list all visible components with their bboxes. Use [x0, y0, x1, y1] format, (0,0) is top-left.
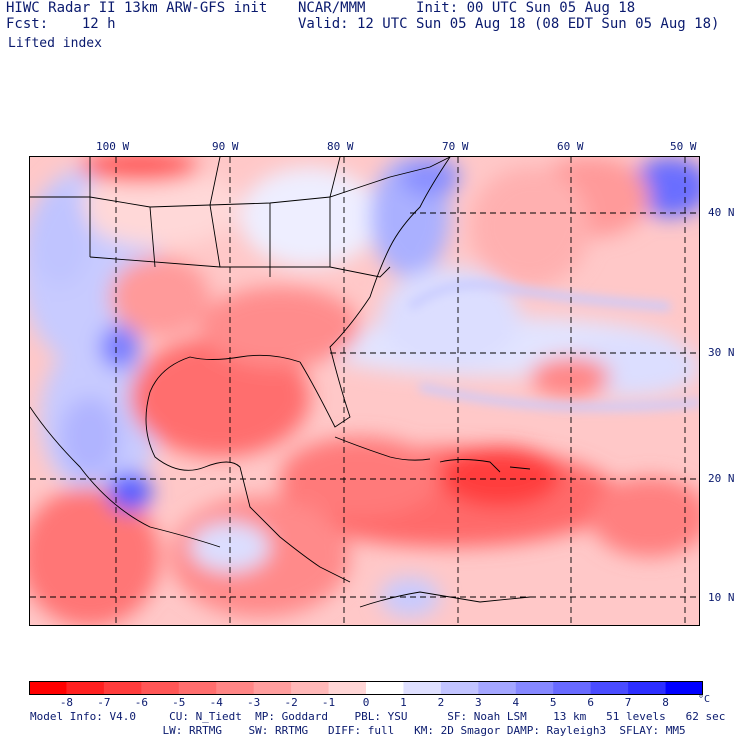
colorbar-tick-label: 1 [400, 696, 407, 709]
colorbar-swatch [141, 681, 180, 695]
colorbar-tick-label: 5 [549, 696, 557, 709]
colorbar-tick-label: 0 [362, 696, 370, 709]
colorbar-swatch [328, 681, 367, 695]
colorbar-swatch [103, 681, 142, 695]
colorbar-tick-label: 6 [587, 696, 594, 709]
colorbar-swatch [366, 681, 404, 695]
colorbar-swatch [216, 681, 255, 695]
lat-label-30n: 30 N [708, 346, 735, 359]
colorbar-tick-label: -3 [247, 696, 261, 709]
lat-label-10n: 10 N [708, 591, 735, 604]
atlantic-streaks [407, 280, 699, 411]
colorbar-swatch [665, 681, 703, 695]
colorbar-tick-label: -8 [59, 696, 74, 709]
lon-label-80w: 80 W [327, 140, 354, 153]
header-left: HIWC Radar II 13km ARW-GFS init Fcst: 12… [6, 0, 267, 32]
field-shading [30, 157, 699, 625]
colorbar-tick-label: -7 [97, 696, 111, 709]
model-info-line1: Model Info: V4.0 CU: N_Tiedt MP: Goddard… [30, 710, 726, 723]
colorbar-swatch [66, 681, 105, 695]
colorbar-tick-label: 2 [437, 696, 445, 709]
source-label: NCAR/MMM [298, 0, 366, 16]
colorbar-tick-label: -6 [134, 696, 148, 709]
colorbar-swatch [478, 681, 517, 695]
colorbar-swatch [515, 681, 554, 695]
valid-time: Valid: 12 UTC Sun 05 Aug 18 (08 EDT Sun … [298, 16, 720, 32]
lat-label-20n: 20 N [708, 472, 735, 485]
colorbar-swatch [253, 681, 292, 695]
lat-lon-grid [30, 157, 699, 625]
forecast-hour: Fcst: 12 h [6, 16, 116, 32]
lifted-index-map[interactable] [29, 156, 700, 626]
model-title: HIWC Radar II 13km ARW-GFS init [6, 0, 268, 16]
lon-label-50w: 50 W [670, 140, 697, 153]
colorbar-tick-label: 7 [624, 696, 632, 709]
init-time: Init: 00 UTC Sun 05 Aug 18 [416, 0, 636, 16]
colorbar-tick-label: 3 [475, 696, 482, 709]
model-info-line2: LW: RRTMG SW: RRTMG DIFF: full KM: 2D Sm… [30, 724, 686, 737]
colorbar-tick-label: -1 [321, 696, 336, 709]
colorbar-tick-label: -4 [209, 696, 223, 709]
colorbar-swatch [291, 681, 330, 695]
colorbar-swatch [553, 681, 592, 695]
colorbar-swatch [590, 681, 629, 695]
lon-label-60w: 60 W [557, 140, 584, 153]
lon-label-100w: 100 W [96, 140, 130, 153]
colorbar-unit: °C [698, 694, 711, 705]
colorbar-swatch [403, 681, 442, 695]
colorbar-tick-label: -5 [172, 696, 186, 709]
lon-label-70w: 70 W [442, 140, 469, 153]
colorbar-swatch [29, 681, 67, 695]
colorbar [29, 681, 703, 695]
field-name: Lifted index [8, 36, 102, 51]
lat-label-40n: 40 N [708, 206, 735, 219]
colorbar-tick-label: 4 [512, 696, 520, 709]
colorbar-tick-label: 8 [662, 696, 669, 709]
colorbar-swatch [628, 681, 667, 695]
header-right: NCAR/MMM Init: 00 UTC Sun 05 Aug 18 Vali… [298, 0, 719, 32]
colorbar-swatch [178, 681, 217, 695]
colorbar-swatch [440, 681, 479, 695]
lon-label-90w: 90 W [212, 140, 239, 153]
colorbar-tick-label: -2 [284, 696, 298, 709]
